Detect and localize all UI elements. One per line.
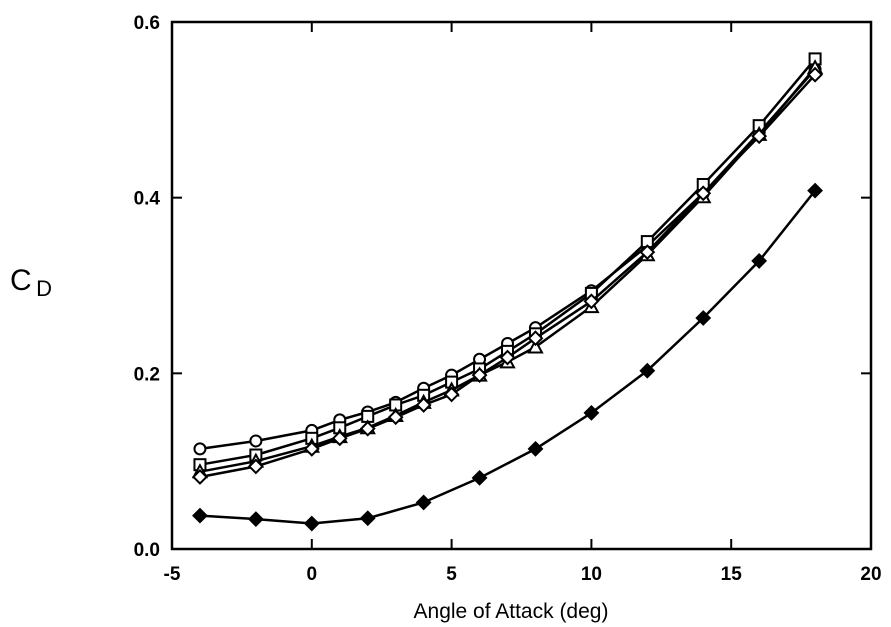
- y-axis-label: C D: [10, 264, 52, 301]
- data-point-filled-diamond: [471, 469, 488, 486]
- data-point-open-diamond: [695, 185, 712, 202]
- y-tick-label: 0.0: [134, 540, 160, 561]
- ticks-layer: -5 0 5 10 15 20 0.0 0.2 0.4 0.6: [134, 13, 882, 585]
- plot-frame: [170, 20, 873, 551]
- series-line: [199, 68, 817, 451]
- data-point-filled-diamond: [639, 362, 656, 379]
- series-5: [192, 182, 823, 532]
- data-point-open-diamond: [331, 430, 348, 447]
- y-axis-label-main: C: [10, 264, 32, 297]
- x-tick-label: 20: [860, 564, 881, 585]
- data-point-filled-diamond: [359, 510, 376, 527]
- data-point-open-circle: [249, 434, 263, 448]
- data-point-filled-diamond: [751, 252, 768, 269]
- data-point-filled-diamond: [415, 494, 432, 511]
- data-point-open-diamond: [247, 458, 264, 475]
- y-tick-label: 0.6: [134, 13, 160, 34]
- y-axis-label-subscript: D: [36, 276, 52, 301]
- data-point-open-diamond: [639, 244, 656, 261]
- x-tick-label: 10: [581, 564, 602, 585]
- data-point-open-circle: [193, 442, 207, 456]
- data-point-open-diamond: [471, 367, 488, 384]
- data-point-filled-diamond: [192, 507, 208, 524]
- data-point-filled-diamond: [695, 310, 712, 326]
- data-point-open-diamond: [807, 66, 823, 83]
- data-point-open-diamond: [303, 440, 320, 457]
- data-point-open-diamond: [415, 397, 432, 413]
- data-point-filled-diamond: [247, 511, 264, 528]
- data-point-filled-diamond: [807, 182, 823, 199]
- series-layer: [191, 52, 824, 532]
- series-line: [199, 58, 817, 466]
- data-point-filled-diamond: [303, 515, 320, 532]
- data-point-open-diamond: [527, 330, 544, 347]
- series-line: [199, 66, 817, 473]
- x-tick-label: 15: [721, 564, 743, 585]
- series-line: [199, 189, 817, 525]
- y-tick-label: 0.2: [134, 364, 160, 385]
- x-tick-label: 0: [307, 564, 318, 585]
- data-point-filled-diamond: [527, 440, 544, 457]
- series-3: [191, 59, 824, 479]
- data-point-filled-diamond: [583, 404, 600, 421]
- data-point-open-triangle: [527, 338, 544, 354]
- data-point-open-diamond: [192, 469, 208, 485]
- series-1: [193, 62, 822, 456]
- x-tick-label: 5: [446, 564, 457, 585]
- data-point-open-diamond: [359, 420, 376, 437]
- series-4: [192, 66, 823, 485]
- x-tick-label: -5: [164, 564, 181, 585]
- series-2: [193, 52, 822, 472]
- data-point-open-diamond: [751, 128, 768, 145]
- data-point-open-diamond: [387, 409, 404, 426]
- x-axis-label: Angle of Attack (deg): [414, 600, 609, 623]
- y-tick-label: 0.4: [134, 189, 161, 210]
- data-point-open-diamond: [583, 293, 600, 310]
- data-point-open-diamond: [499, 349, 516, 366]
- data-point-open-diamond: [443, 386, 460, 403]
- series-line: [199, 73, 817, 479]
